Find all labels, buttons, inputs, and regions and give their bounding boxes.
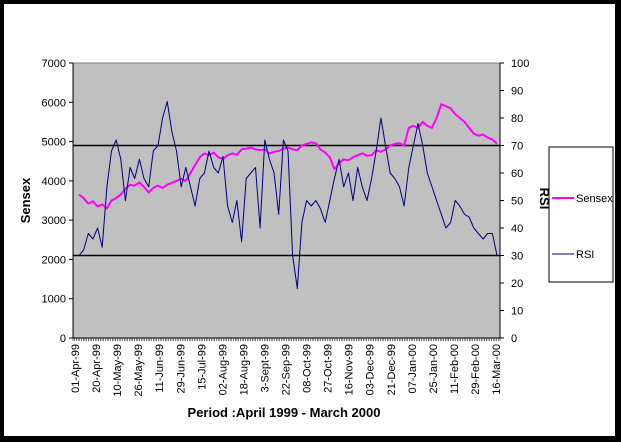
y-left-tick-label: 1000 <box>42 294 66 306</box>
x-tick-label: 03-Dec-99 <box>365 344 377 395</box>
y-left-tick-label: 0 <box>60 333 66 345</box>
y-right-tick-label: 10 <box>511 306 523 318</box>
sensex-rsi-chart: 0 1000 2000 3000 4000 5000 6000 7000 0 10 20 30 40 50… <box>18 58 614 420</box>
y-left-tick-label: 7000 <box>42 58 66 70</box>
y-right-tick-label: 30 <box>511 251 523 263</box>
y-right-tick-label: 70 <box>511 141 523 153</box>
x-tick-label: 08-Oct-99 <box>302 344 314 393</box>
x-tick-label: 02-Aug-99 <box>217 344 229 395</box>
y-right-tick-label: 100 <box>511 58 529 70</box>
x-tick-label: 20-Apr-99 <box>91 344 103 393</box>
legend-label-rsi: RSI <box>576 249 594 261</box>
x-tick-label: 11-Feb-00 <box>449 344 461 394</box>
y-right-tick-label: 80 <box>511 113 523 125</box>
x-tick-label: 10-May-99 <box>112 344 124 397</box>
x-tick-label: 29-Feb-00 <box>470 344 482 395</box>
x-tick-label: 26-May-99 <box>133 344 145 397</box>
x-tick-label: 11-Jun-99 <box>154 344 166 393</box>
y-left-axis-title: Sensex <box>18 177 33 223</box>
y-right-axis-title: RSI <box>537 188 552 210</box>
y-left-tick-label: 4000 <box>42 176 66 188</box>
x-axis-title: Period :April 1999 - March 2000 <box>188 405 381 420</box>
x-tick-label: 29-Jun-99 <box>175 344 187 394</box>
x-tick-label: 15-Jul-99 <box>196 344 208 390</box>
y-right-tick-label: 20 <box>511 278 523 290</box>
legend-box <box>548 146 614 283</box>
legend-label-sensex: Sensex <box>576 193 613 205</box>
x-tick-label: 21-Dec-99 <box>386 344 398 395</box>
x-tick-label: 22-Sep-99 <box>281 344 293 395</box>
x-tick-label: 25-Jan-00 <box>428 344 440 394</box>
x-tick-label: 01-Apr-99 <box>70 344 82 393</box>
y-left-tick-label: 3000 <box>42 215 66 227</box>
y-right-tick-label: 60 <box>511 168 523 180</box>
rsi-series-line <box>78 101 498 289</box>
y-left-tick-label: 5000 <box>42 137 66 149</box>
y-left-tick-label: 6000 <box>42 97 66 109</box>
y-right-tick-label: 0 <box>511 333 517 345</box>
x-tick-label: 18-Aug-99 <box>238 344 250 395</box>
plot-area <box>72 62 501 339</box>
y-right-tick-label: 50 <box>511 196 523 208</box>
x-tick-label: 07-Jan-00 <box>407 344 419 394</box>
y-right-tick-label: 90 <box>511 86 523 98</box>
sensex-series-line <box>78 103 498 210</box>
x-tick-label: 16-Mar-00 <box>491 344 503 395</box>
x-tick-label: 3-Sept-99 <box>259 344 271 392</box>
chart-frame: 0 1000 2000 3000 4000 5000 6000 7000 0 10 20 30 40 50… <box>4 4 615 436</box>
y-right-tick-label: 40 <box>511 223 523 235</box>
x-tick-label: 16-Nov-99 <box>344 344 356 395</box>
y-left-tick-label: 2000 <box>42 254 66 266</box>
x-tick-label: 27-Oct-99 <box>323 344 335 393</box>
